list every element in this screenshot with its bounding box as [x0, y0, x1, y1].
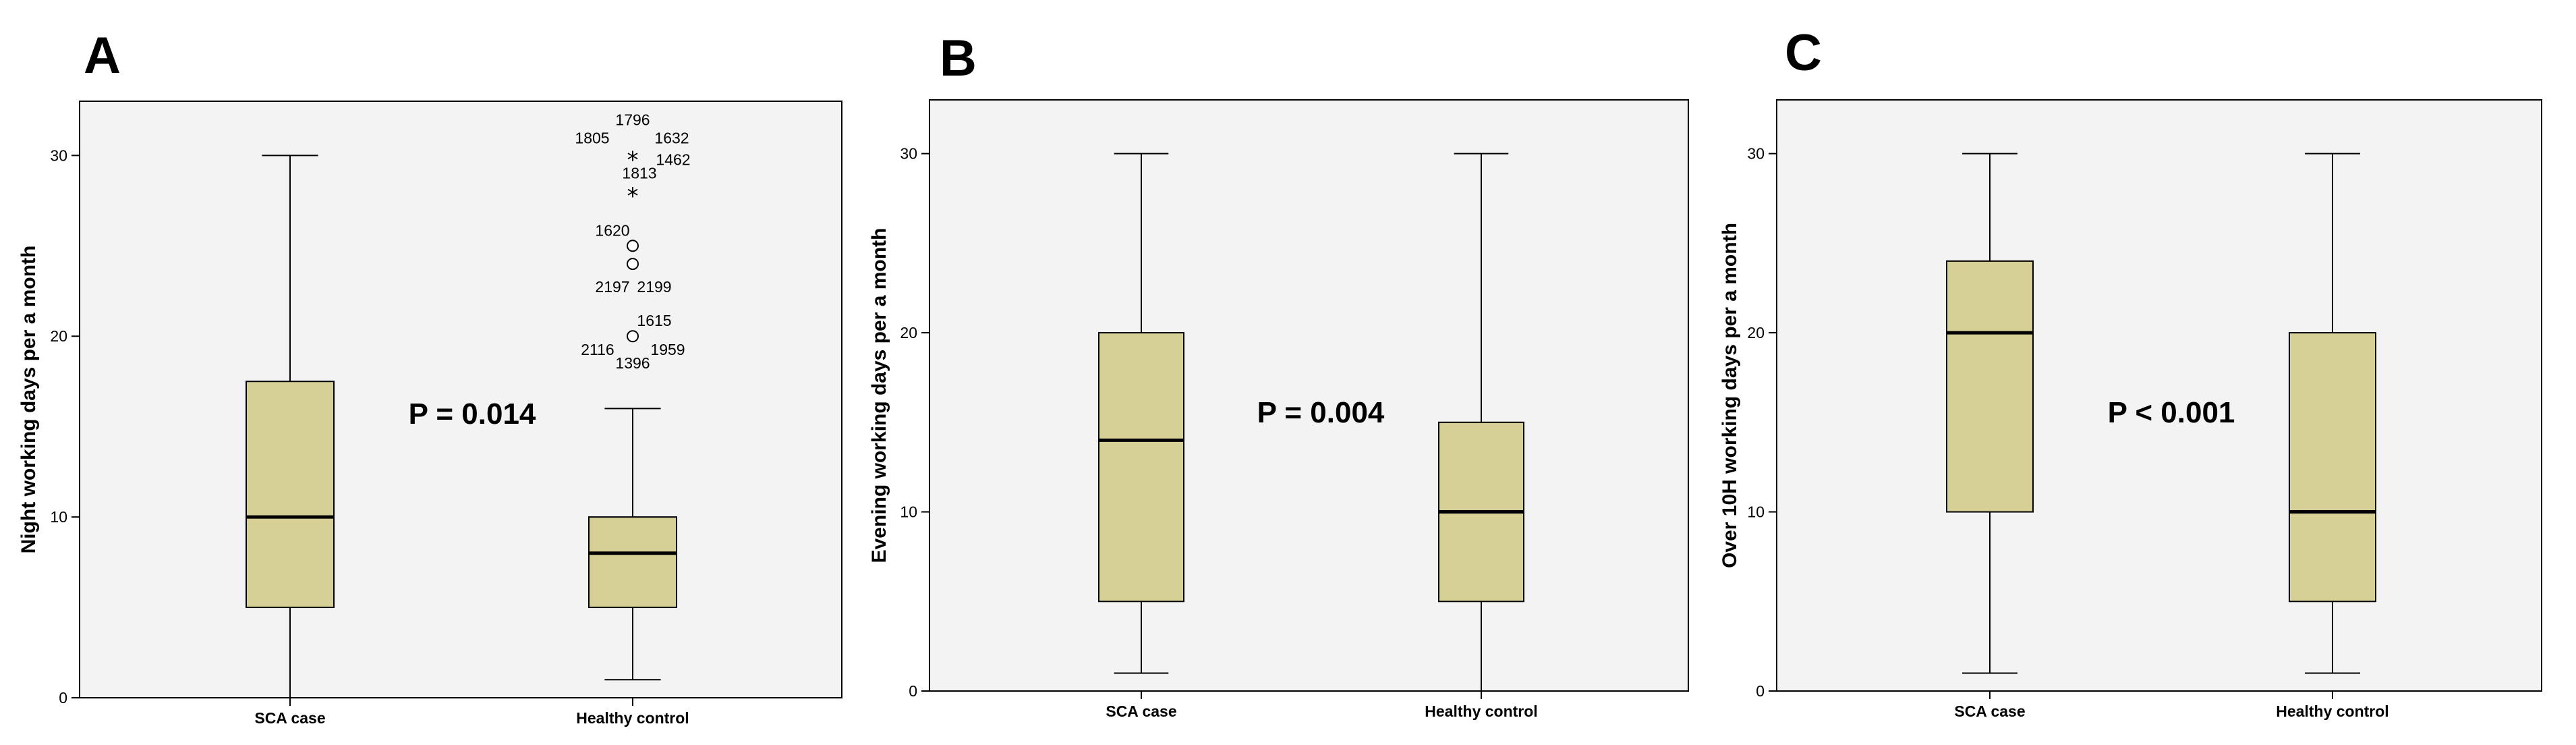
iqr-box [588, 516, 677, 609]
panel-label: C [1785, 24, 1822, 82]
box-healthy-control [1438, 153, 1524, 691]
y-tick-label: 0 [1756, 682, 1765, 700]
outlier-marker [627, 258, 639, 271]
box-sca-case [246, 155, 335, 698]
extreme-outlier-marker: * [627, 146, 639, 173]
outlier-case-label: 2197 [595, 278, 629, 296]
y-tick-label: 30 [900, 145, 917, 163]
y-tick-label: 0 [909, 682, 917, 700]
outlier-case-label: 1959 [650, 341, 685, 358]
outlier-case-label: 1796 [615, 111, 650, 128]
panel-b: B Evening working days per a month 0 10 20 30… [868, 30, 1689, 720]
y-tick-label: 20 [1747, 324, 1765, 341]
y-tick-label: 10 [1747, 503, 1765, 521]
y-tick-label: 0 [59, 689, 67, 707]
x-tick-label: SCA case [1954, 702, 2025, 720]
p-value-annotation: P = 0.014 [409, 397, 536, 431]
x-tick-label: Healthy control [576, 709, 689, 727]
plot-area [79, 101, 842, 698]
outlier-case-label: 2199 [637, 278, 671, 296]
y-tick-label: 10 [50, 508, 67, 526]
plot-area [929, 99, 1689, 692]
iqr-box [1946, 260, 2034, 513]
panel-label: A [84, 27, 121, 84]
outlier-case-label: 1805 [575, 129, 609, 146]
iqr-box [2289, 332, 2376, 603]
y-tick-label: 20 [50, 327, 67, 345]
box-sca-case [1946, 153, 2034, 674]
box-sca-case [1098, 153, 1184, 674]
x-tick-label: SCA case [254, 709, 325, 727]
x-tick-label: Healthy control [1425, 702, 1537, 720]
p-value-annotation: P = 0.004 [1257, 396, 1385, 429]
x-tick-label: Healthy control [2276, 702, 2388, 720]
outlier-case-label: 1615 [637, 312, 671, 329]
y-axis-label: Night working days per a month [18, 246, 40, 554]
p-value-annotation: P < 0.001 [2108, 396, 2235, 429]
y-axis-label: Over 10H working days per a month [1719, 223, 1741, 568]
y-tick-label: 30 [1747, 145, 1765, 163]
outlier-case-label: 2116 [581, 341, 614, 358]
panel-a: A Night working days per a month 0 10 20 30 SC… [18, 27, 842, 727]
x-tick-label: SCA case [1106, 702, 1176, 720]
outlier-case-label: 1813 [622, 164, 656, 182]
outlier-case-label: 1396 [615, 354, 650, 372]
y-tick-label: 30 [50, 146, 67, 164]
box-healthy-control [2289, 153, 2376, 674]
outlier-marker [627, 330, 639, 343]
iqr-box [1098, 332, 1184, 603]
outlier-case-label: 1462 [656, 150, 690, 168]
y-tick-label: 10 [900, 503, 917, 521]
plot-area [1776, 99, 2542, 692]
panel-label: B [940, 30, 977, 87]
y-axis-label: Evening working days per a month [868, 228, 890, 563]
outlier-case-label: 1632 [654, 129, 689, 146]
outlier-marker [627, 240, 639, 252]
outlier-case-label: 1620 [595, 221, 629, 239]
panel-c: C Over 10H working days per a month 0 10 20 3… [1719, 24, 2542, 720]
iqr-box [246, 381, 335, 609]
y-tick-label: 20 [900, 324, 917, 341]
extreme-outlier-marker: * [627, 183, 639, 210]
